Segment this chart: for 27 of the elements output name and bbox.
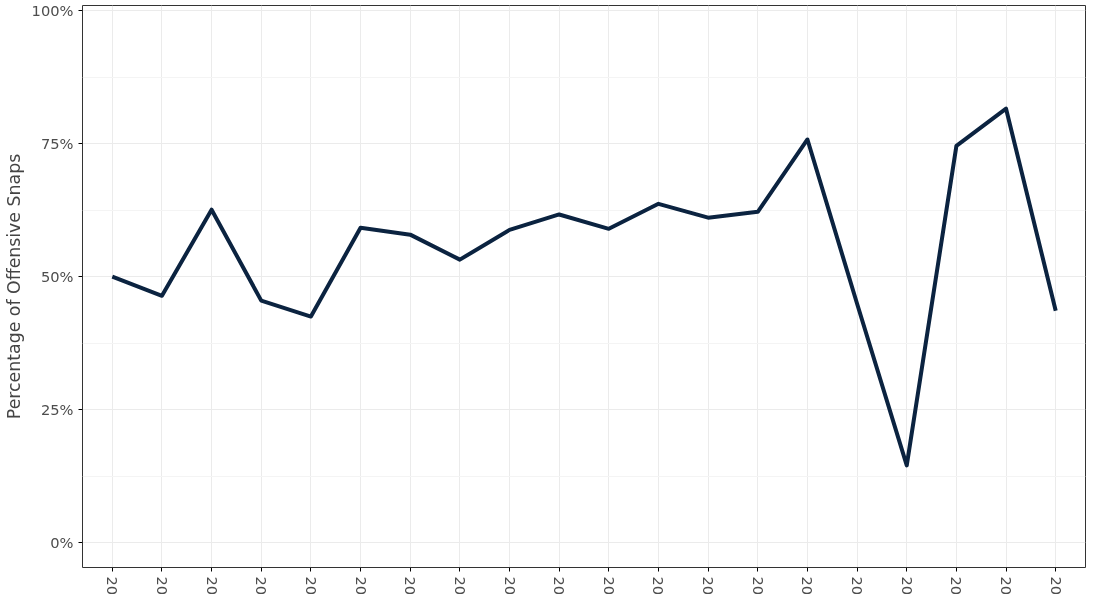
x-tick-label: 20	[799, 576, 817, 596]
y-tick-label: 100%	[31, 2, 74, 20]
x-tick-label: 20	[600, 576, 618, 596]
line-series	[110, 106, 1058, 468]
x-tick-label: 20	[253, 576, 271, 596]
y-tick-label: 0%	[50, 534, 74, 552]
x-tick-label: 20	[451, 576, 469, 596]
x-tick-label: 20	[352, 576, 370, 596]
y-tick-label: 50%	[40, 268, 74, 286]
x-tick-label: 20	[203, 576, 221, 596]
y-axis-title: Percentage of Offensive Snaps	[3, 153, 24, 420]
x-tick-label: 20	[402, 576, 420, 596]
x-tick-label: 20	[998, 576, 1016, 596]
x-tick-label: 20	[749, 576, 767, 596]
x-tick-label: 20	[898, 576, 916, 596]
x-tick-label: 20	[849, 576, 867, 596]
x-tick-label: 20	[948, 576, 966, 596]
x-tick-label: 20	[650, 576, 668, 596]
x-tick-label: 20	[153, 576, 171, 596]
x-tick-label: 20	[1047, 576, 1065, 596]
x-tick-label: 20	[501, 576, 519, 596]
x-tick-label: 20	[551, 576, 569, 596]
x-tick-label: 20	[700, 576, 718, 596]
x-tick-label: 20	[302, 576, 320, 596]
y-tick-label: 75%	[40, 135, 74, 153]
x-tick-label: 20	[104, 576, 122, 596]
y-tick-label: 25%	[40, 401, 74, 419]
